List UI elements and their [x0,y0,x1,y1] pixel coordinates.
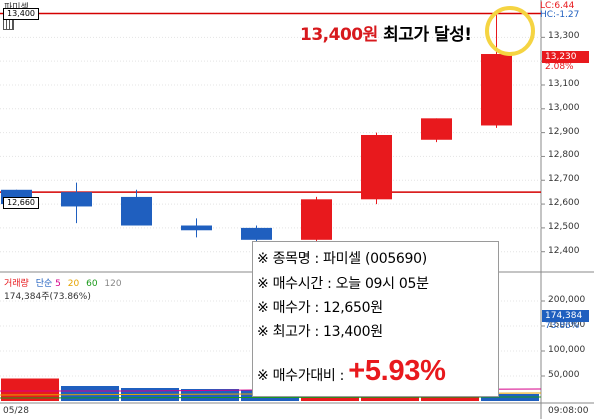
info-row-time: ※ 매수시간 : 오늘 09시 05분 [257,273,429,293]
price-tick-label: 12,400 [548,245,580,256]
date-label: 05/28 [3,406,29,416]
volume-legend-type: 단순 [35,279,53,289]
info-mark: ※ [257,368,269,384]
high-label: 최고가 : 13,400원 [272,324,384,340]
volume-legend-p120: 120 [104,279,122,289]
price-tick-label: 12,500 [548,221,580,232]
price-tick-label: 12,600 [548,198,580,209]
volume-tick-label: 100,000 [548,345,586,355]
time-label: 09:08:00 [548,406,589,416]
volume-ma60-line [0,396,542,399]
volume-badge: 174,384 [542,310,589,322]
candle-body [301,199,332,240]
volume-legend-p60: 60 [86,279,98,289]
volume-tick-label: 150,000 [548,320,586,330]
price-badge: 13,230 [542,51,589,63]
info-mark: ※ [257,324,269,340]
candle-body [61,192,92,207]
high-line-flag: 13,400 [3,8,39,20]
buy-line-flag: 12,660 [3,197,39,209]
diff-value: +5.93% [348,355,446,387]
price-pct: 2.08% [545,62,574,72]
stock-label: 종목명 : 파미셀 (005690) [272,251,428,267]
candle-body [361,135,392,200]
volume-tick-label: 50,000 [548,370,580,380]
price-tick-label: 13,100 [548,78,580,89]
high-price-annotation: 13,400원 최고가 달성! [300,20,472,45]
price-tick-label: 12,700 [548,174,580,185]
volume-legend-p5: 5 [55,279,61,289]
volume-tick-label: 200,000 [548,295,586,305]
lc-label: LC:6.44 [540,1,575,11]
diff-label: 매수가대비 : [272,368,349,384]
price-tick-label: 12,900 [548,126,580,137]
info-row-buy: ※ 매수가 : 12,650원 [257,297,383,317]
candle-body [121,196,152,226]
trade-info-box: ※ 종목명 : 파미셀 (005690) ※ 매수시간 : 오늘 09시 05분… [252,241,499,397]
info-mark: ※ [257,276,269,292]
high-price-value: 13,400원 [300,25,378,45]
volume-pct: 73.86% [545,321,580,331]
buy-label: 매수가 : 12,650원 [272,300,384,316]
grid-icon[interactable] [3,19,14,30]
price-tick-label: 13,000 [548,102,580,113]
candle-body [481,54,512,126]
high-price-text: 최고가 달성! [383,25,472,45]
info-row-high: ※ 최고가 : 13,400원 [257,321,383,341]
candle-body [181,225,212,231]
volume-legend-p20: 20 [67,279,80,289]
candle-body [421,118,452,140]
price-tick-label: 13,300 [548,31,580,42]
info-row-stock: ※ 종목명 : 파미셀 (005690) [257,248,427,268]
info-mark: ※ [257,300,269,316]
volume-legend-name: 거래량 [4,279,29,289]
candle-body [241,227,272,240]
volume-bar [61,386,119,401]
volume-value: 174,384주(73.86%) [4,292,91,302]
hc-label: HC:-1.27 [540,10,580,20]
volume-legend: 거래량 단순 5 20 60 120 [4,276,122,289]
time-label: 매수시간 : 오늘 09시 05분 [272,276,429,292]
info-row-diff: ※ 매수가대비 : +5.93% [257,355,446,388]
info-mark: ※ [257,251,269,267]
peak-highlight-circle [485,6,535,56]
price-tick-label: 12,800 [548,150,580,161]
